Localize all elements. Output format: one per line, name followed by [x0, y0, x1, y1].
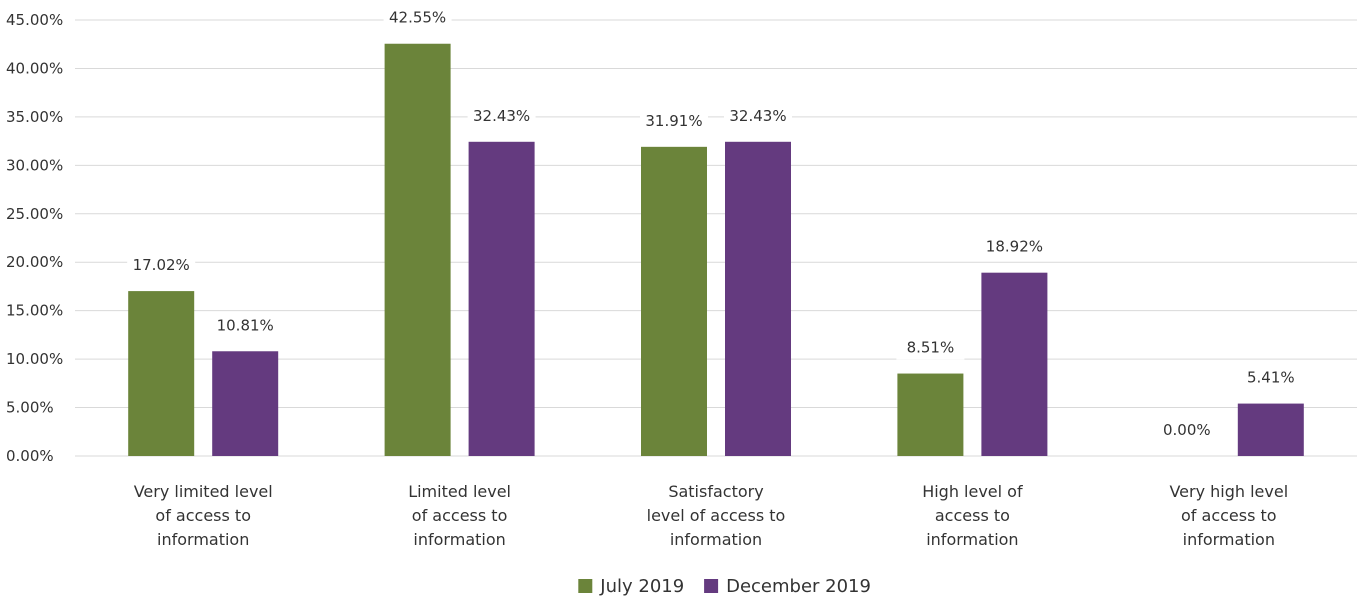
legend-entry: December 2019: [726, 576, 871, 597]
y-tick-label: 20.00%: [6, 253, 63, 271]
legend: July 2019 December 2019: [578, 576, 871, 597]
y-tick-label: 35.00%: [6, 108, 63, 126]
category-label: Limited level: [408, 482, 511, 501]
data-labels: 17.02% 10.81% 42.55% 32.43% 31.91% 32.43% 8.51…: [127, 7, 1305, 442]
category-label: information: [926, 530, 1018, 549]
data-label: 5.41%: [1247, 369, 1295, 387]
data-label-background: [211, 315, 280, 338]
category-label: Very high level: [1169, 482, 1288, 501]
data-label-background: [127, 255, 196, 278]
category-label: access to: [935, 506, 1010, 525]
gridlines: [75, 19, 1357, 457]
y-tick-label: 45.00%: [6, 11, 63, 29]
bar: [128, 291, 195, 456]
data-label-background: [1152, 420, 1221, 442]
bar: [981, 272, 1048, 456]
data-label: 17.02%: [133, 256, 190, 274]
category-label: of access to: [155, 506, 251, 525]
data-label-background: [467, 105, 536, 128]
category-label: Satisfactory: [668, 482, 763, 501]
y-tick-label: 25.00%: [6, 205, 63, 223]
y-tick-label: 30.00%: [6, 156, 63, 174]
legend-swatch: [578, 579, 593, 593]
bar: [1237, 403, 1304, 456]
data-label-background: [1236, 367, 1305, 390]
legend-entry: July 2019: [599, 576, 684, 597]
category-label: of access to: [412, 506, 508, 525]
data-label: 8.51%: [907, 339, 955, 357]
bar: [384, 43, 451, 456]
bar: [641, 146, 707, 456]
data-label: 0.00%: [1163, 421, 1211, 439]
data-label-background: [640, 110, 708, 133]
category-labels: Very limited level of access to informatio…: [134, 482, 1288, 549]
y-axis-tick-labels: 0.00% 5.00% 10.00% 15.00% 20.00% 25.00% 30.00%…: [6, 11, 63, 465]
data-label: 32.43%: [729, 107, 786, 125]
bar: [725, 141, 791, 456]
data-label: 10.81%: [217, 316, 274, 334]
category-label: information: [1183, 530, 1275, 549]
bars: [128, 43, 1304, 456]
legend-swatch: [704, 579, 719, 593]
category-label: information: [157, 530, 249, 549]
y-tick-label: 0.00%: [6, 447, 54, 465]
category-label: level of access to: [647, 506, 786, 525]
data-label-background: [724, 105, 792, 128]
data-label: 18.92%: [986, 238, 1043, 256]
bar: [897, 373, 964, 456]
bar: [212, 351, 279, 456]
data-label: 31.91%: [645, 112, 702, 130]
bar: [468, 141, 535, 456]
category-label: High level of: [922, 482, 1023, 501]
y-tick-label: 40.00%: [6, 59, 63, 77]
y-tick-label: 15.00%: [6, 302, 63, 320]
data-label-background: [980, 236, 1049, 259]
data-label-background: [383, 7, 452, 30]
category-label: information: [670, 530, 762, 549]
category-label: information: [413, 530, 505, 549]
y-tick-label: 10.00%: [6, 350, 63, 368]
data-label: 42.55%: [389, 9, 446, 27]
data-label: 32.43%: [473, 107, 530, 125]
data-label-background: [896, 337, 965, 360]
category-label: Very limited level: [134, 482, 273, 501]
y-tick-label: 5.00%: [6, 399, 54, 417]
category-label: of access to: [1181, 506, 1277, 525]
